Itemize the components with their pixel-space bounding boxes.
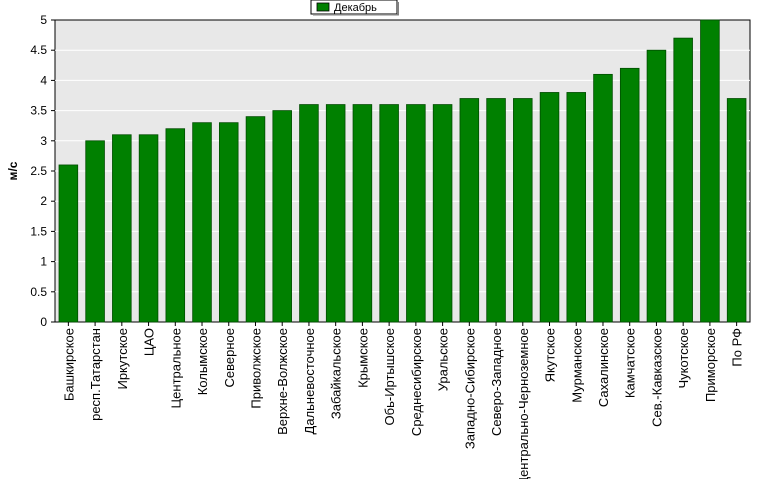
x-tick-label: Забайкальское	[329, 328, 344, 419]
bar	[432, 104, 453, 323]
x-tick-label: Иркутское	[115, 328, 130, 390]
bar	[513, 98, 533, 323]
y-tick-label: 1	[40, 255, 47, 269]
bar	[192, 122, 212, 323]
bar	[646, 49, 667, 323]
y-tick-label: 3	[40, 134, 47, 148]
y-tick-label: 3.5	[30, 104, 47, 118]
bar	[459, 98, 480, 323]
x-tick-label: Чукотское	[676, 328, 691, 389]
y-tick-label: 0	[40, 315, 47, 329]
y-axis: 0 0.5 1 1.5 2 2.5 3 3.5 4 4.5 5	[30, 13, 55, 329]
x-tick-label: Приморское	[703, 328, 718, 402]
bar	[700, 19, 720, 323]
bar	[673, 37, 693, 323]
bar	[539, 92, 560, 323]
y-tick-label: 5	[40, 13, 47, 27]
y-tick-label: 0.5	[30, 285, 47, 299]
bar	[85, 140, 105, 323]
bar	[325, 104, 346, 323]
bar	[566, 92, 587, 323]
legend: Декабрь	[310, 0, 399, 16]
x-tick-label: Камчатское	[623, 328, 638, 398]
y-tick-label: 4.5	[30, 43, 47, 57]
bar	[379, 104, 399, 323]
y-tick-label: 2.5	[30, 164, 47, 178]
x-tick-label: Северное	[222, 328, 237, 387]
x-tick-label: Дальневосточное	[302, 328, 317, 434]
x-tick-label: ЦАО	[142, 328, 157, 356]
bar	[138, 134, 159, 323]
bar	[406, 104, 426, 323]
legend-shadow-bottom	[313, 14, 399, 16]
bar	[245, 116, 266, 323]
y-tick-label: 4	[40, 73, 47, 87]
x-tick-label: Колымское	[195, 328, 210, 395]
x-tick-label: Уральское	[436, 328, 451, 391]
x-tick-label: Сев.-Кавказское	[649, 328, 664, 427]
legend-shadow	[397, 2, 399, 15]
x-tick-label: респ.Татарстан	[88, 328, 103, 421]
x-tick-label: Обь-Иртышское	[382, 328, 397, 425]
bar	[593, 73, 613, 323]
x-tick-label: Мурманское	[569, 328, 584, 403]
bar	[272, 110, 292, 323]
bar	[112, 134, 132, 323]
bar	[726, 98, 747, 323]
legend-swatch	[316, 2, 330, 12]
y-axis-title: м/с	[6, 161, 20, 180]
bar	[619, 67, 640, 323]
bar	[58, 164, 79, 323]
x-tick-label: По РФ	[730, 328, 745, 367]
x-tick-label: Верхне-Волжское	[275, 328, 290, 435]
x-tick-label: Западно-Сибирское	[462, 328, 477, 449]
y-tick-label: 1.5	[30, 224, 47, 238]
bars	[58, 19, 747, 323]
bar	[486, 98, 506, 323]
x-axis: Башкирское респ.Татарстан Иркутское ЦАО Цент…	[61, 322, 745, 479]
bar	[299, 104, 319, 323]
x-tick-label: Северо-Западное	[489, 328, 504, 436]
x-tick-label: Центрально-Черноземное	[516, 328, 531, 479]
x-tick-label: Башкирское	[61, 328, 76, 401]
bar	[165, 128, 186, 323]
y-tick-label: 2	[40, 194, 47, 208]
x-tick-label: Приволжское	[248, 328, 263, 409]
x-tick-label: Якутское	[543, 328, 558, 382]
x-tick-label: Крымское	[355, 328, 370, 388]
legend-label: Декабрь	[334, 2, 377, 14]
bar	[352, 104, 373, 323]
x-tick-label: Сахалинское	[596, 328, 611, 407]
x-tick-label: Центральное	[168, 328, 183, 408]
bar	[218, 122, 239, 323]
x-tick-label: Среднесибирское	[409, 328, 424, 436]
